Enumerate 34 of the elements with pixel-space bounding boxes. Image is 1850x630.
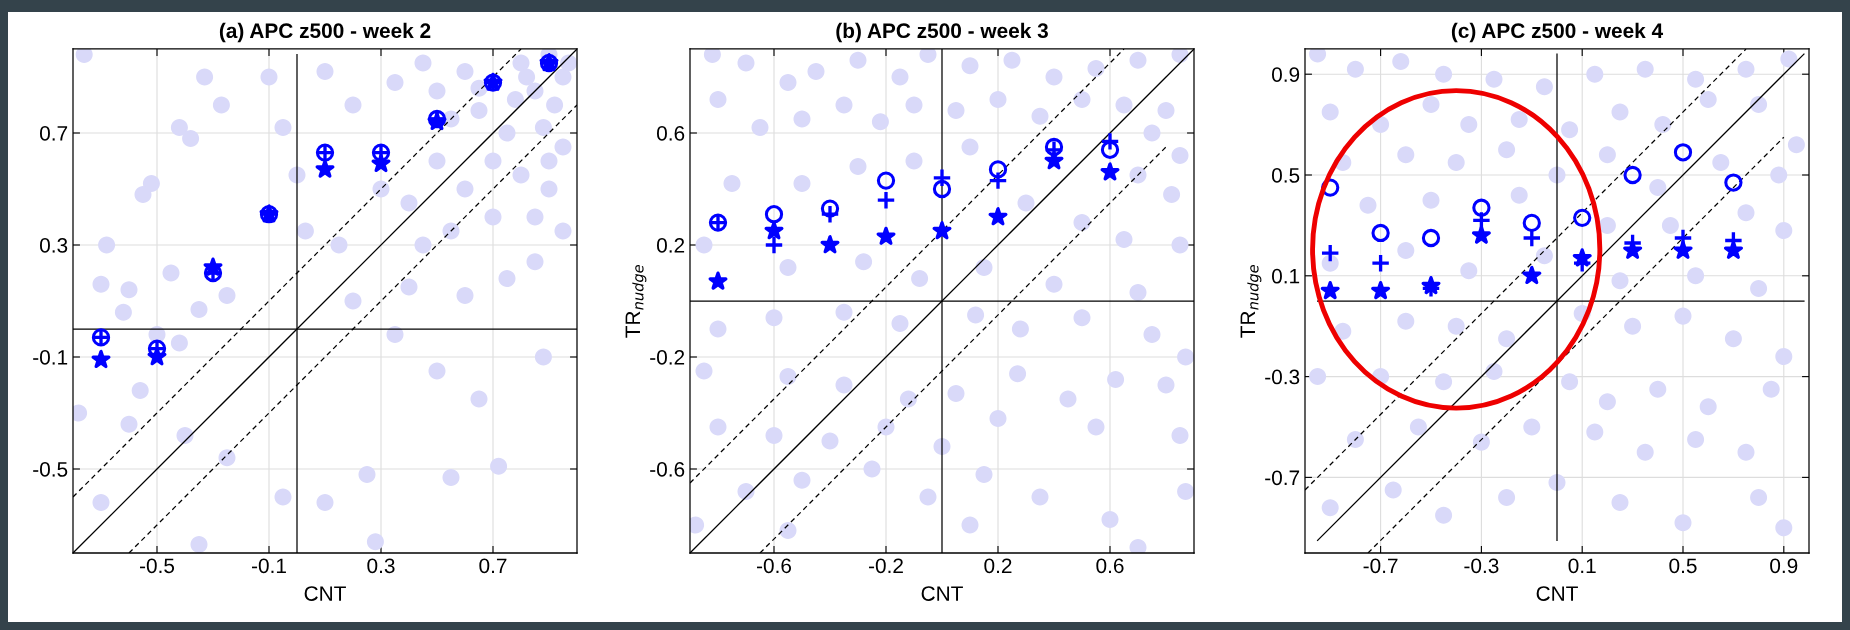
y-tick-label: 0.5 (1271, 168, 1300, 183)
y-tick-label: 0.2 (656, 238, 685, 253)
x-tick-label: 0.9 (1770, 558, 1798, 574)
y-tick-label: -0.7 (1265, 470, 1300, 486)
x-tick-label: 0.3 (367, 558, 395, 574)
x-tick-label: -0.7 (1363, 558, 1398, 574)
x-tick-label: 0.5 (1669, 558, 1697, 574)
y-tick-label: -0.2 (650, 350, 685, 365)
chart-title: (b) APC z500 - week 3 (836, 22, 1048, 43)
y-tick-label: 0.7 (39, 126, 68, 141)
x-axis-title: CNT (1536, 586, 1578, 601)
x-tick-label: 0.2 (984, 558, 1012, 574)
y-tick-label: -0.6 (650, 462, 685, 477)
y-tick-label: -0.1 (33, 350, 68, 365)
chart-title: (a) APC z500 - week 2 (219, 22, 431, 43)
y-tick-label: 0.1 (1271, 268, 1300, 284)
y-tick-label: 0.3 (39, 238, 68, 253)
x-tick-label: -0.1 (251, 558, 286, 574)
x-tick-label: -0.3 (1464, 558, 1499, 574)
y-tick-label: 0.6 (656, 126, 685, 141)
x-tick-label: 0.6 (1096, 558, 1124, 574)
x-tick-label: -0.2 (868, 558, 903, 574)
y-tick-label: 0.9 (1271, 67, 1300, 82)
y-tick-label: -0.5 (33, 462, 68, 477)
y-axis-title: TR$_{nudge}$ (625, 265, 647, 338)
x-tick-label: 0.1 (1568, 558, 1596, 574)
x-tick-label: 0.7 (479, 558, 507, 574)
x-axis-title: CNT (304, 586, 346, 601)
chart-title: (c) APC z500 - week 4 (1451, 22, 1664, 43)
x-axis-title: CNT (921, 586, 963, 601)
y-tick-label: -0.3 (1265, 369, 1300, 385)
x-tick-label: -0.6 (756, 558, 792, 574)
x-tick-label: -0.5 (139, 558, 175, 574)
y-axis-title: TR$_{nudge}$ (1240, 265, 1262, 338)
